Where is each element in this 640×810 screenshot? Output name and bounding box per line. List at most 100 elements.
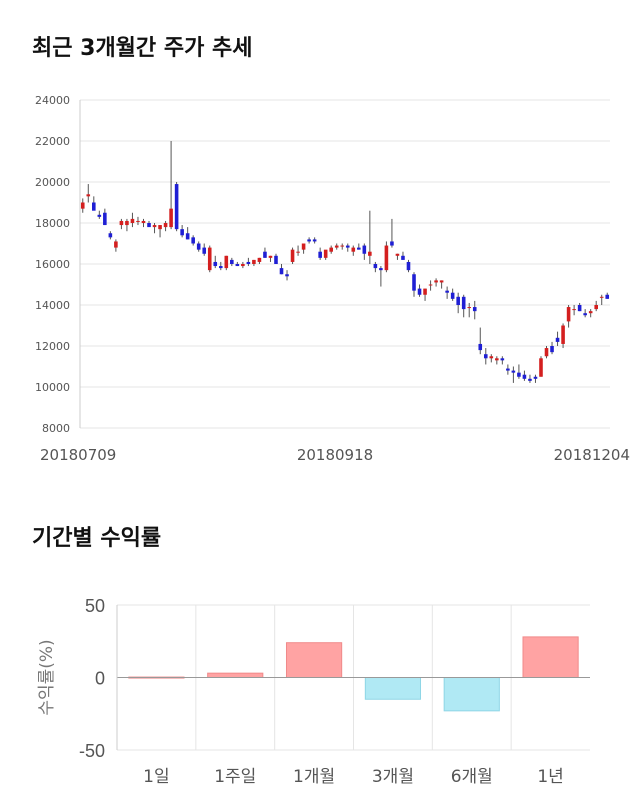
candle: [130, 212, 135, 228]
candle: [301, 243, 306, 254]
candle: [456, 292, 460, 314]
candle: [428, 280, 433, 291]
candle-body: [566, 307, 571, 322]
candle-body: [196, 243, 201, 250]
candle-body: [395, 253, 400, 256]
candle-body: [136, 220, 140, 222]
return-axis-title: 수익률(%): [37, 639, 57, 715]
candle-body: [279, 268, 284, 275]
return-tick-label: -50: [79, 741, 105, 761]
candle-body: [169, 208, 173, 228]
candle-body: [506, 368, 510, 371]
candle-body: [605, 294, 610, 299]
candle-body: [312, 239, 317, 242]
candle: [555, 331, 560, 346]
candle-body: [301, 243, 306, 250]
price-tick-label: 20000: [35, 176, 70, 189]
candle: [125, 218, 129, 232]
candle-body: [533, 376, 538, 379]
candle-body: [241, 264, 245, 267]
candle: [417, 284, 422, 297]
candle: [296, 245, 300, 256]
candle-body: [147, 223, 151, 228]
candle: [489, 354, 494, 363]
candle-body: [379, 268, 383, 271]
candle: [268, 255, 273, 262]
candle: [594, 300, 598, 312]
stock-trend-title: 최근 3개월간 주가 추세: [32, 36, 253, 61]
period-label: 1개월: [293, 767, 335, 787]
candle: [329, 245, 333, 254]
candle-body: [80, 202, 85, 209]
candle: [533, 374, 538, 383]
candle: [495, 356, 499, 365]
candle: [362, 243, 367, 260]
candle: [147, 220, 151, 228]
return-grid: [117, 604, 590, 751]
candle-body: [445, 290, 449, 293]
candle: [461, 294, 466, 318]
return-bar: [443, 677, 500, 712]
candle-body: [390, 241, 394, 246]
candle: [528, 374, 532, 383]
candle: [290, 247, 295, 264]
candle: [522, 370, 527, 381]
candle-body: [92, 202, 96, 211]
price-tick-label: 24000: [35, 94, 70, 107]
candle-body: [224, 255, 229, 269]
candle-body: [252, 259, 256, 264]
candle: [517, 364, 521, 379]
candle: [572, 305, 576, 316]
price-tick-label: 16000: [35, 258, 70, 271]
candle-body: [334, 245, 339, 248]
candle: [384, 241, 389, 273]
candle: [213, 255, 218, 269]
candle-body: [456, 296, 460, 305]
candle-body: [274, 255, 278, 264]
candle: [307, 237, 311, 244]
candle: [207, 245, 212, 273]
price-tick-label: 22000: [35, 135, 70, 148]
price-tick-label: 14000: [35, 299, 70, 312]
candle: [334, 243, 339, 250]
stock-candlestick-chart: 8000 10000 12000 14000 16000 18000 20000 22000 2…: [35, 94, 630, 464]
candle: [511, 366, 516, 383]
candle-body: [373, 264, 378, 269]
candle: [395, 253, 400, 260]
candle: [263, 247, 267, 258]
candle-body: [290, 249, 295, 262]
candle-body: [550, 346, 554, 353]
return-bar: [364, 677, 422, 700]
candle: [539, 356, 543, 377]
candle: [191, 235, 195, 246]
candle-body: [412, 274, 416, 291]
return-bar: [207, 672, 264, 679]
candle-body: [125, 220, 129, 226]
candle-body: [97, 214, 102, 217]
candle-body: [103, 212, 107, 226]
candle-body: [500, 358, 505, 361]
candle: [390, 218, 394, 248]
candle: [423, 288, 427, 301]
return-axis: -50 0 50 1일 1주일 1개월 3개월 6개월 1년 수익률(%): [37, 596, 590, 787]
candle: [246, 257, 251, 267]
candle-body: [583, 313, 587, 316]
candle: [97, 210, 102, 219]
candle-body: [467, 307, 472, 309]
candle-body: [401, 255, 405, 260]
candle-body: [522, 374, 527, 379]
candle-body: [108, 233, 113, 238]
candle: [241, 261, 245, 269]
price-tick-label: 8000: [42, 422, 70, 435]
candle-body: [472, 307, 477, 312]
candle: [323, 249, 328, 260]
candle-body: [434, 280, 438, 283]
period-label: 1일: [143, 767, 169, 787]
candle: [599, 294, 604, 305]
candle: [566, 305, 571, 328]
candle: [379, 266, 383, 287]
candle: [561, 323, 565, 349]
candle: [285, 270, 289, 281]
candle-body: [285, 274, 289, 277]
period-label: 1년: [537, 767, 563, 787]
